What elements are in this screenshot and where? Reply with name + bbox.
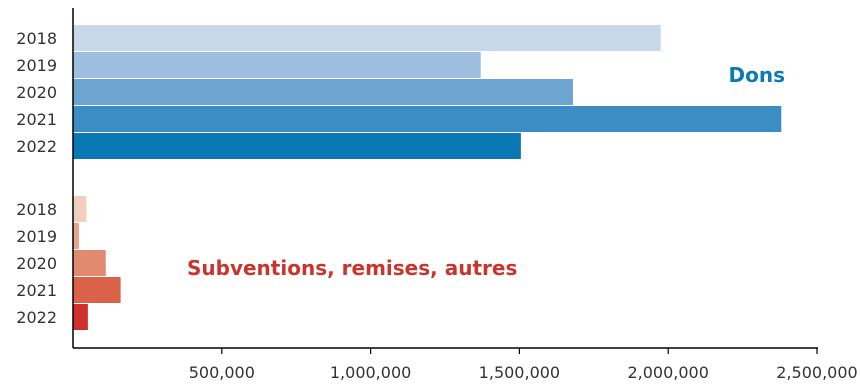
bar-dons-2019 xyxy=(73,52,481,78)
category-label-subventions-2019: 2019 xyxy=(16,227,57,246)
bar-subventions-2021 xyxy=(73,277,121,303)
category-label-subventions-2022: 2022 xyxy=(16,308,57,327)
x-tick-label: 500,000 xyxy=(189,363,255,382)
category-label-dons-2019: 2019 xyxy=(16,56,57,75)
x-tick-label: 1,000,000 xyxy=(330,363,411,382)
category-label-subventions-2018: 2018 xyxy=(16,200,57,219)
bar-dons-2018 xyxy=(73,25,661,51)
x-tick-label: 1,500,000 xyxy=(479,363,560,382)
x-tick-label: 2,000,000 xyxy=(627,363,708,382)
x-tick-label: 2,500,000 xyxy=(776,363,857,382)
annotation-subventions: Subventions, remises, autres xyxy=(187,256,517,280)
bar-subventions-2020 xyxy=(73,250,106,276)
bar-dons-2020 xyxy=(73,79,573,105)
bar-subventions-2018 xyxy=(73,196,87,222)
x-axis-ticks: 500,000 1,000,000 1,500,000 2,000,000 2,500,… xyxy=(189,348,858,382)
bar-dons-2021 xyxy=(73,106,782,132)
bar-subventions-2022 xyxy=(73,304,88,330)
category-label-subventions-2020: 2020 xyxy=(16,254,57,273)
category-label-subventions-2021: 2021 xyxy=(16,281,57,300)
category-label-dons-2020: 2020 xyxy=(16,83,57,102)
bar-subventions-2019 xyxy=(73,223,79,249)
annotation-dons: Dons xyxy=(729,63,785,87)
category-label-dons-2018: 2018 xyxy=(16,29,57,48)
category-labels: 2018 2019 2020 2021 2022 2018 2019 2020 2021 2022 xyxy=(16,29,57,327)
bar-dons-2022 xyxy=(73,133,521,159)
category-label-dons-2022: 2022 xyxy=(16,137,57,156)
bars-layer xyxy=(73,25,782,330)
category-label-dons-2021: 2021 xyxy=(16,110,57,129)
